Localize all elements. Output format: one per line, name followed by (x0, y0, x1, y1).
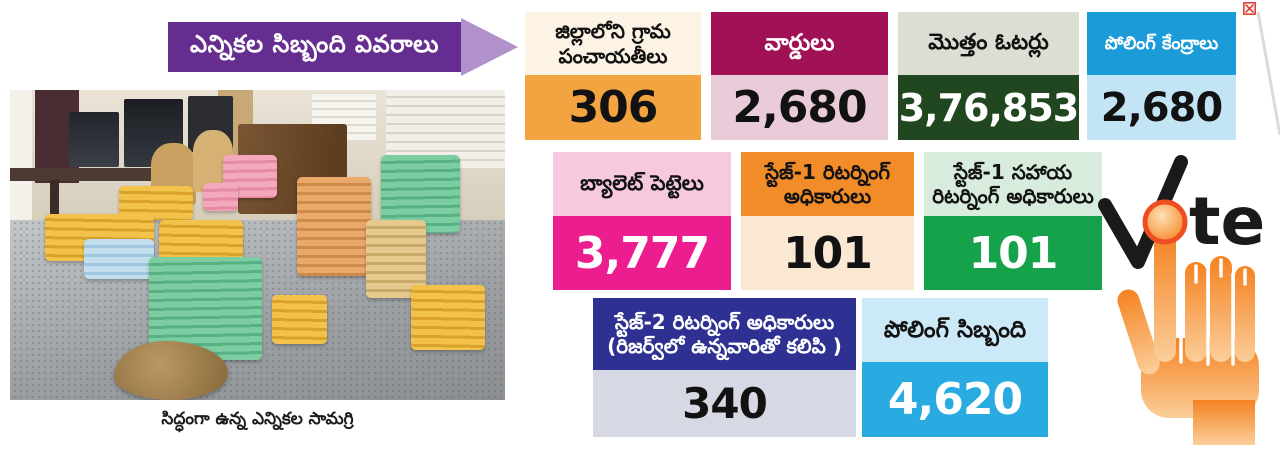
stat-box-stage1-returning-officers: స్టేజ్-1 రిటర్నింగ్ అధికారులు 101 (741, 152, 914, 290)
stat-value: 2,680 (1087, 75, 1236, 140)
stat-label-line: స్టేజ్-2 రిటర్నింగ్ అధికారులు (614, 309, 835, 334)
stat-label-line: పోలింగ్ సిబ్బంది (883, 316, 1027, 343)
stat-value: 3,76,853 (898, 75, 1079, 140)
stat-box-wards: వార్డులు 2,680 (711, 12, 888, 140)
photo-pile-pink (203, 183, 238, 211)
vote-letters: te (1189, 183, 1265, 260)
stat-label: జిల్లాలోని గ్రామ పంచాయతీలు (525, 12, 701, 75)
stat-label-line: స్టేజ్-1 రిటర్నింగ్ (764, 159, 891, 184)
banner-arrow-icon (461, 18, 518, 76)
stat-value: 4,620 (862, 362, 1048, 437)
checkmark-v-icon (1098, 155, 1188, 269)
photo-pile-yellow (158, 220, 243, 261)
stat-label-line: రిటర్నింగ్ అధికారులు (932, 184, 1094, 208)
photo-pile-yellow (272, 294, 327, 345)
election-materials-photo (10, 90, 505, 400)
stat-box-ballot-boxes: బ్యాలెట్ పెట్టెలు 3,777 (553, 152, 731, 290)
photo-monitor (69, 111, 119, 168)
stat-label-line: స్టేజ్-1 సహాయ (953, 159, 1073, 184)
hand-icon (1117, 232, 1259, 445)
stat-box-stage2-returning-officers: స్టేజ్-2 రిటర్నింగ్ అధికారులు (రిజర్వ్‌ల… (593, 298, 856, 437)
stat-value: 340 (593, 370, 856, 437)
stat-label-line: వార్డులు (764, 30, 835, 57)
stat-box-total-voters: మొత్తం ఓటర్లు 3,76,853 (898, 12, 1079, 140)
stat-label: వార్డులు (711, 12, 888, 75)
stat-label-line: అధికారులు (783, 184, 872, 208)
stat-label: స్టేజ్-1 సహాయ రిటర్నింగ్ అధికారులు (924, 152, 1102, 216)
stat-box-polling-staff: పోలింగ్ సిబ్బంది 4,620 (862, 298, 1048, 437)
photo-desk-leg (49, 179, 60, 230)
photo-paper-stacks-right (386, 90, 505, 168)
vote-hand-illustration: te (1093, 150, 1280, 445)
stat-label-line: పోలింగ్ కేంద్రాలు (1104, 32, 1219, 54)
stat-label: స్టేజ్-1 రిటర్నింగ్ అధికారులు (741, 152, 914, 216)
broken-image-icon (1243, 2, 1256, 15)
stat-value: 3,777 (553, 216, 731, 290)
stat-box-polling-centers: పోలింగ్ కేంద్రాలు 2,680 (1087, 12, 1236, 140)
photo-burlap-sack (113, 341, 228, 400)
stat-label-line: పంచాయతీలు (558, 43, 668, 68)
stat-value: 101 (924, 216, 1102, 290)
stat-label-line: బ్యాలెట్ పెట్టెలు (580, 171, 704, 196)
diagonal-line-decor (1256, 11, 1280, 136)
stat-value: 306 (525, 75, 701, 140)
photo-pile-yellow (410, 285, 486, 351)
photo-pile-blue (84, 238, 154, 280)
photo-pile-manila (366, 220, 426, 298)
stat-value: 101 (741, 216, 914, 290)
stat-label: బ్యాలెట్ పెట్టెలు (553, 152, 731, 216)
stat-label-line: (రిజర్వ్‌లో ఉన్నవారితో కలిపి ) (607, 334, 842, 358)
vote-hand-svg: te (1098, 155, 1265, 445)
stat-box-gram-panchayats: జిల్లాలోని గ్రామ పంచాయతీలు 306 (525, 12, 701, 140)
stat-label: పోలింగ్ సిబ్బంది (862, 298, 1048, 362)
stat-value: 2,680 (711, 75, 888, 140)
stat-box-stage1-assistant-returning-officers: స్టేజ్-1 సహాయ రిటర్నింగ్ అధికారులు 101 (924, 152, 1102, 290)
photo-pile-green (381, 155, 461, 233)
stat-label: స్టేజ్-2 రిటర్నింగ్ అధికారులు (రిజర్వ్‌ల… (593, 298, 856, 370)
photo-pile-orange (297, 176, 372, 276)
stat-label: పోలింగ్ కేంద్రాలు (1087, 12, 1236, 75)
inked-fingertip-icon (1142, 199, 1188, 245)
stat-label-line: మొత్తం ఓటర్లు (928, 30, 1049, 56)
banner-title: ఎన్నికల సిబ్బంది వివరాలు (168, 22, 461, 72)
stat-label: మొత్తం ఓటర్లు (898, 12, 1079, 75)
photo-caption: సిద్ధంగా ఉన్న ఎన్నికల సామగ్రి (161, 409, 354, 429)
stat-label-line: జిల్లాలోని గ్రామ (555, 19, 671, 44)
